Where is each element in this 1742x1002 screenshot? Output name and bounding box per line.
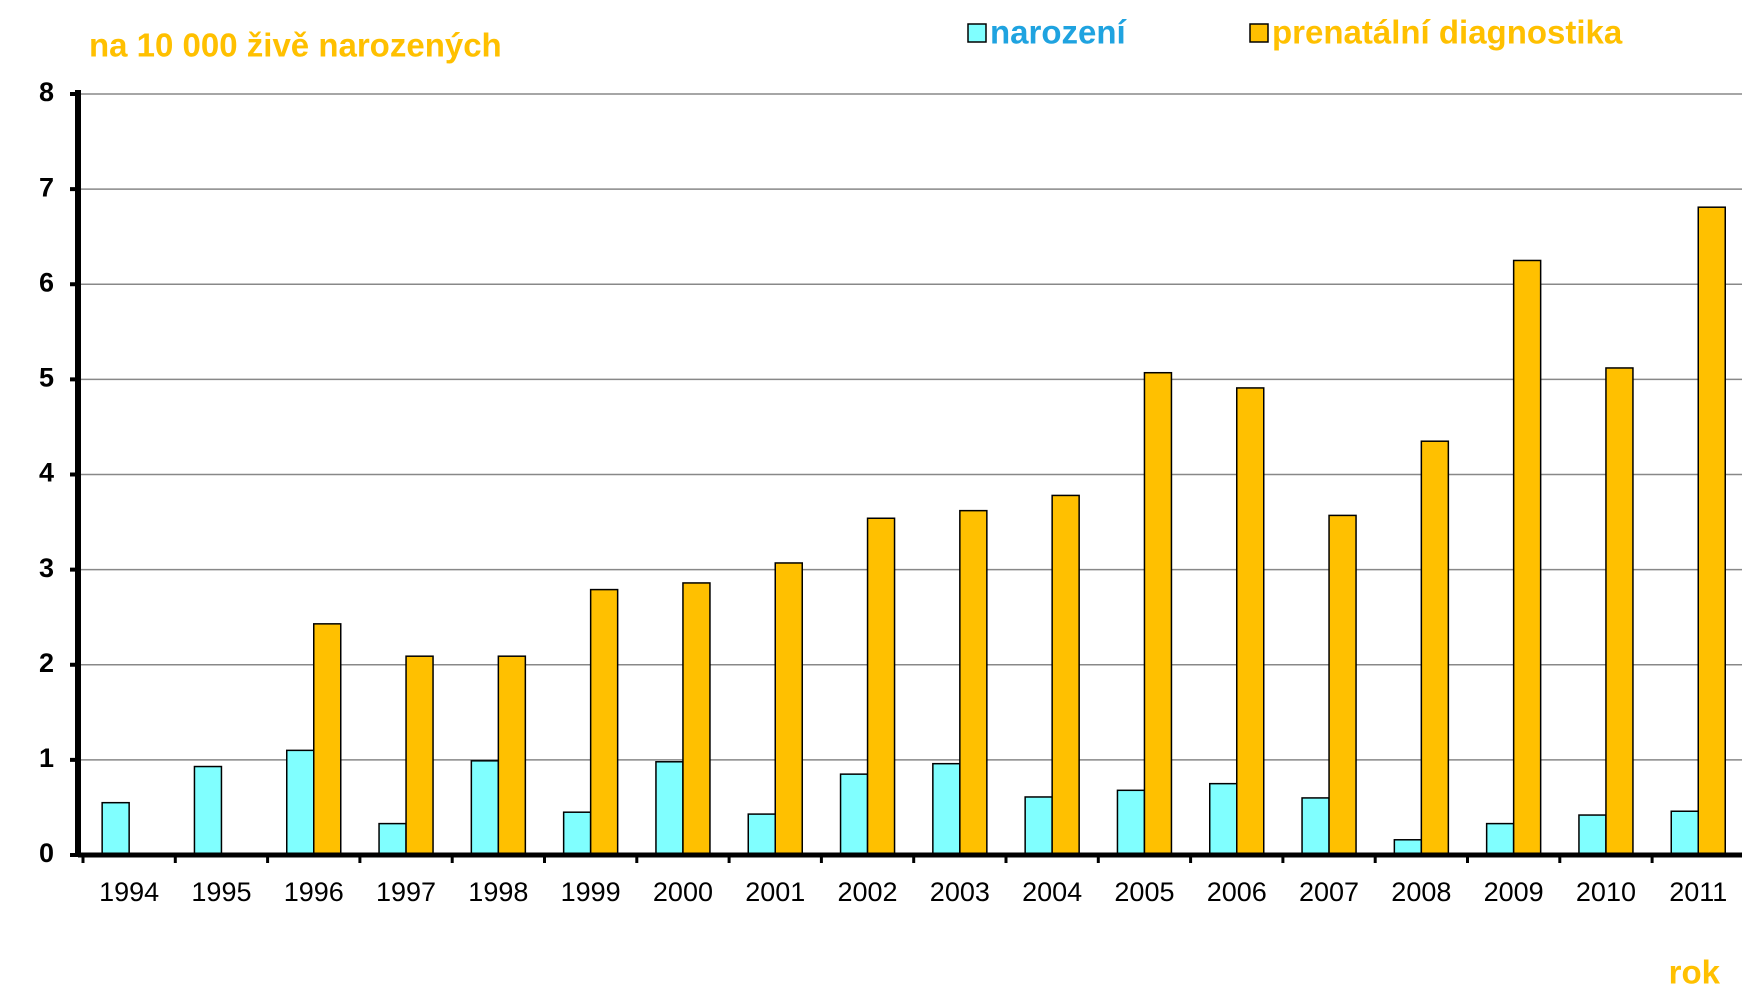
- y-tick-label: 5: [39, 363, 54, 393]
- bar: [286, 749, 315, 856]
- y-tick-label: 7: [39, 172, 54, 202]
- y-tick-label: 6: [39, 267, 54, 297]
- bar: [1209, 782, 1238, 856]
- x-tick-label: 2004: [1022, 877, 1082, 907]
- bar: [682, 582, 711, 856]
- bar: [313, 623, 342, 856]
- bar: [1051, 494, 1080, 856]
- bar: [1697, 206, 1726, 856]
- y-axis-label: na 10 000 živě narozených: [89, 27, 502, 64]
- x-tick-label: 2009: [1484, 877, 1544, 907]
- x-tick-label: 2007: [1299, 877, 1359, 907]
- y-tick-label: 1: [39, 743, 54, 773]
- legend-swatch: [967, 23, 987, 43]
- y-tick-label: 0: [39, 838, 54, 868]
- bar: [1143, 371, 1173, 856]
- bar: [193, 765, 223, 856]
- x-tick-label: 2006: [1207, 877, 1267, 907]
- bar: [1301, 797, 1330, 856]
- y-tick-label: 3: [39, 553, 54, 583]
- x-tick-label: 2008: [1391, 877, 1451, 907]
- x-tick-label: 2001: [745, 877, 805, 907]
- x-tick-label: 2011: [1669, 877, 1727, 907]
- y-tick-label: 4: [39, 458, 54, 488]
- bar: [932, 762, 961, 856]
- x-tick-label: 1999: [561, 877, 621, 907]
- bar: [1578, 814, 1607, 856]
- y-tick-label: 2: [39, 648, 54, 678]
- bar: [378, 822, 407, 856]
- x-tick-label: 2003: [930, 877, 990, 907]
- x-tick-label: 2000: [653, 877, 713, 907]
- bar: [562, 811, 592, 856]
- y-tick-label: 8: [39, 77, 54, 107]
- bar: [866, 517, 896, 856]
- bar: [1420, 440, 1450, 856]
- bar: [405, 655, 434, 856]
- bar: [747, 813, 776, 856]
- bar: [497, 655, 527, 856]
- x-tick-label: 1996: [284, 877, 344, 907]
- bar: [774, 562, 803, 856]
- bar: [470, 760, 500, 856]
- x-axis-label: rok: [1669, 954, 1721, 991]
- x-tick-label: 2005: [1114, 877, 1174, 907]
- bar: [1670, 810, 1699, 856]
- bar: [1605, 367, 1634, 856]
- bar: [1328, 514, 1357, 856]
- legend-label: prenatální diagnostika: [1272, 14, 1623, 51]
- bar: [655, 761, 684, 856]
- x-tick-label: 2010: [1576, 877, 1636, 907]
- bar: [589, 588, 619, 856]
- bar: [101, 801, 130, 856]
- bar: [1236, 387, 1265, 856]
- bar: [959, 509, 988, 856]
- bar: [1116, 789, 1146, 856]
- bar: [1485, 822, 1515, 856]
- x-tick-label: 1995: [191, 877, 251, 907]
- legend-label: narození: [990, 14, 1128, 51]
- bar: [1024, 796, 1053, 856]
- x-tick-label: 2002: [838, 877, 898, 907]
- bar: [839, 773, 869, 856]
- x-tick-label: 1994: [99, 877, 159, 907]
- x-tick-label: 1998: [468, 877, 528, 907]
- bar: [1512, 259, 1542, 856]
- x-tick-label: 1997: [376, 877, 436, 907]
- legend-swatch: [1249, 23, 1269, 43]
